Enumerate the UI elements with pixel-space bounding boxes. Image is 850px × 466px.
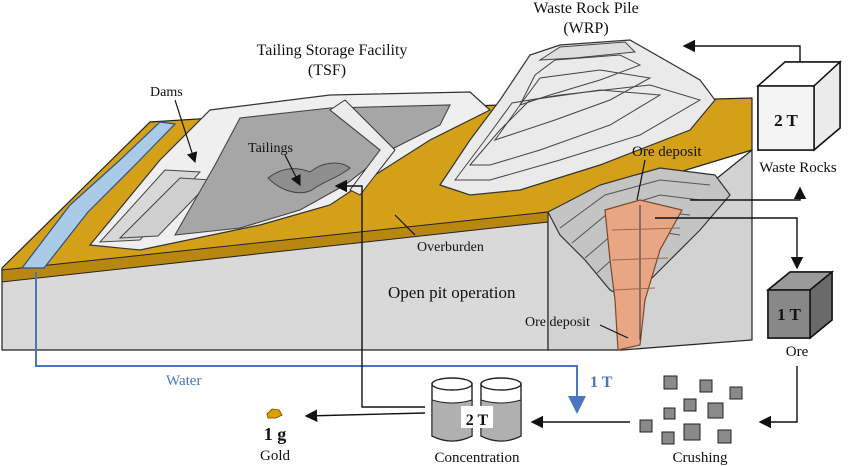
label-dams: Dams [150,85,183,100]
gold-nugget-icon [266,408,283,419]
concentration-tanks [431,377,522,442]
text-labels: Waste Rock Pile (WRP) Tailing Storage Fa… [150,0,837,466]
waste-rock-pile [439,39,716,196]
label-ore-amount: 1 T [777,305,801,324]
label-gold-amount: 1 g [264,424,287,444]
label-waste-rocks: Waste Rocks [759,160,837,176]
label-water: Water [166,373,201,389]
label-waste-amount: 2 T [774,111,798,130]
label-concentration-amount: 2 T [466,412,489,429]
label-tsf: (TSF) [308,62,346,79]
label-overburden: Overburden [417,240,484,255]
crushed-ore-cubes [639,375,743,445]
label-ore-deposit-top: Ore deposit [632,144,702,160]
label-crushing: Crushing [672,450,728,466]
label-open-pit: Open pit operation [388,283,516,302]
label-wrp: (WRP) [563,20,608,37]
ore-cube [765,270,835,340]
label-tsf-title: Tailing Storage Facility [257,42,408,59]
label-ore: Ore [786,344,809,360]
label-tailings: Tailings [248,141,293,156]
ore-body [604,199,683,351]
label-one-t-flow: 1 T [590,374,613,391]
label-waste-rock-pile: Waste Rock Pile [533,0,638,17]
label-gold: Gold [260,448,291,464]
label-concentration: Concentration [435,450,520,466]
waste-rocks-cube [756,60,842,152]
pointer-lines [174,99,646,339]
water-flow-line [35,272,586,414]
label-ore-deposit-bottom: Ore deposit [525,315,590,330]
tsf-structure [88,91,492,251]
river [20,121,177,269]
